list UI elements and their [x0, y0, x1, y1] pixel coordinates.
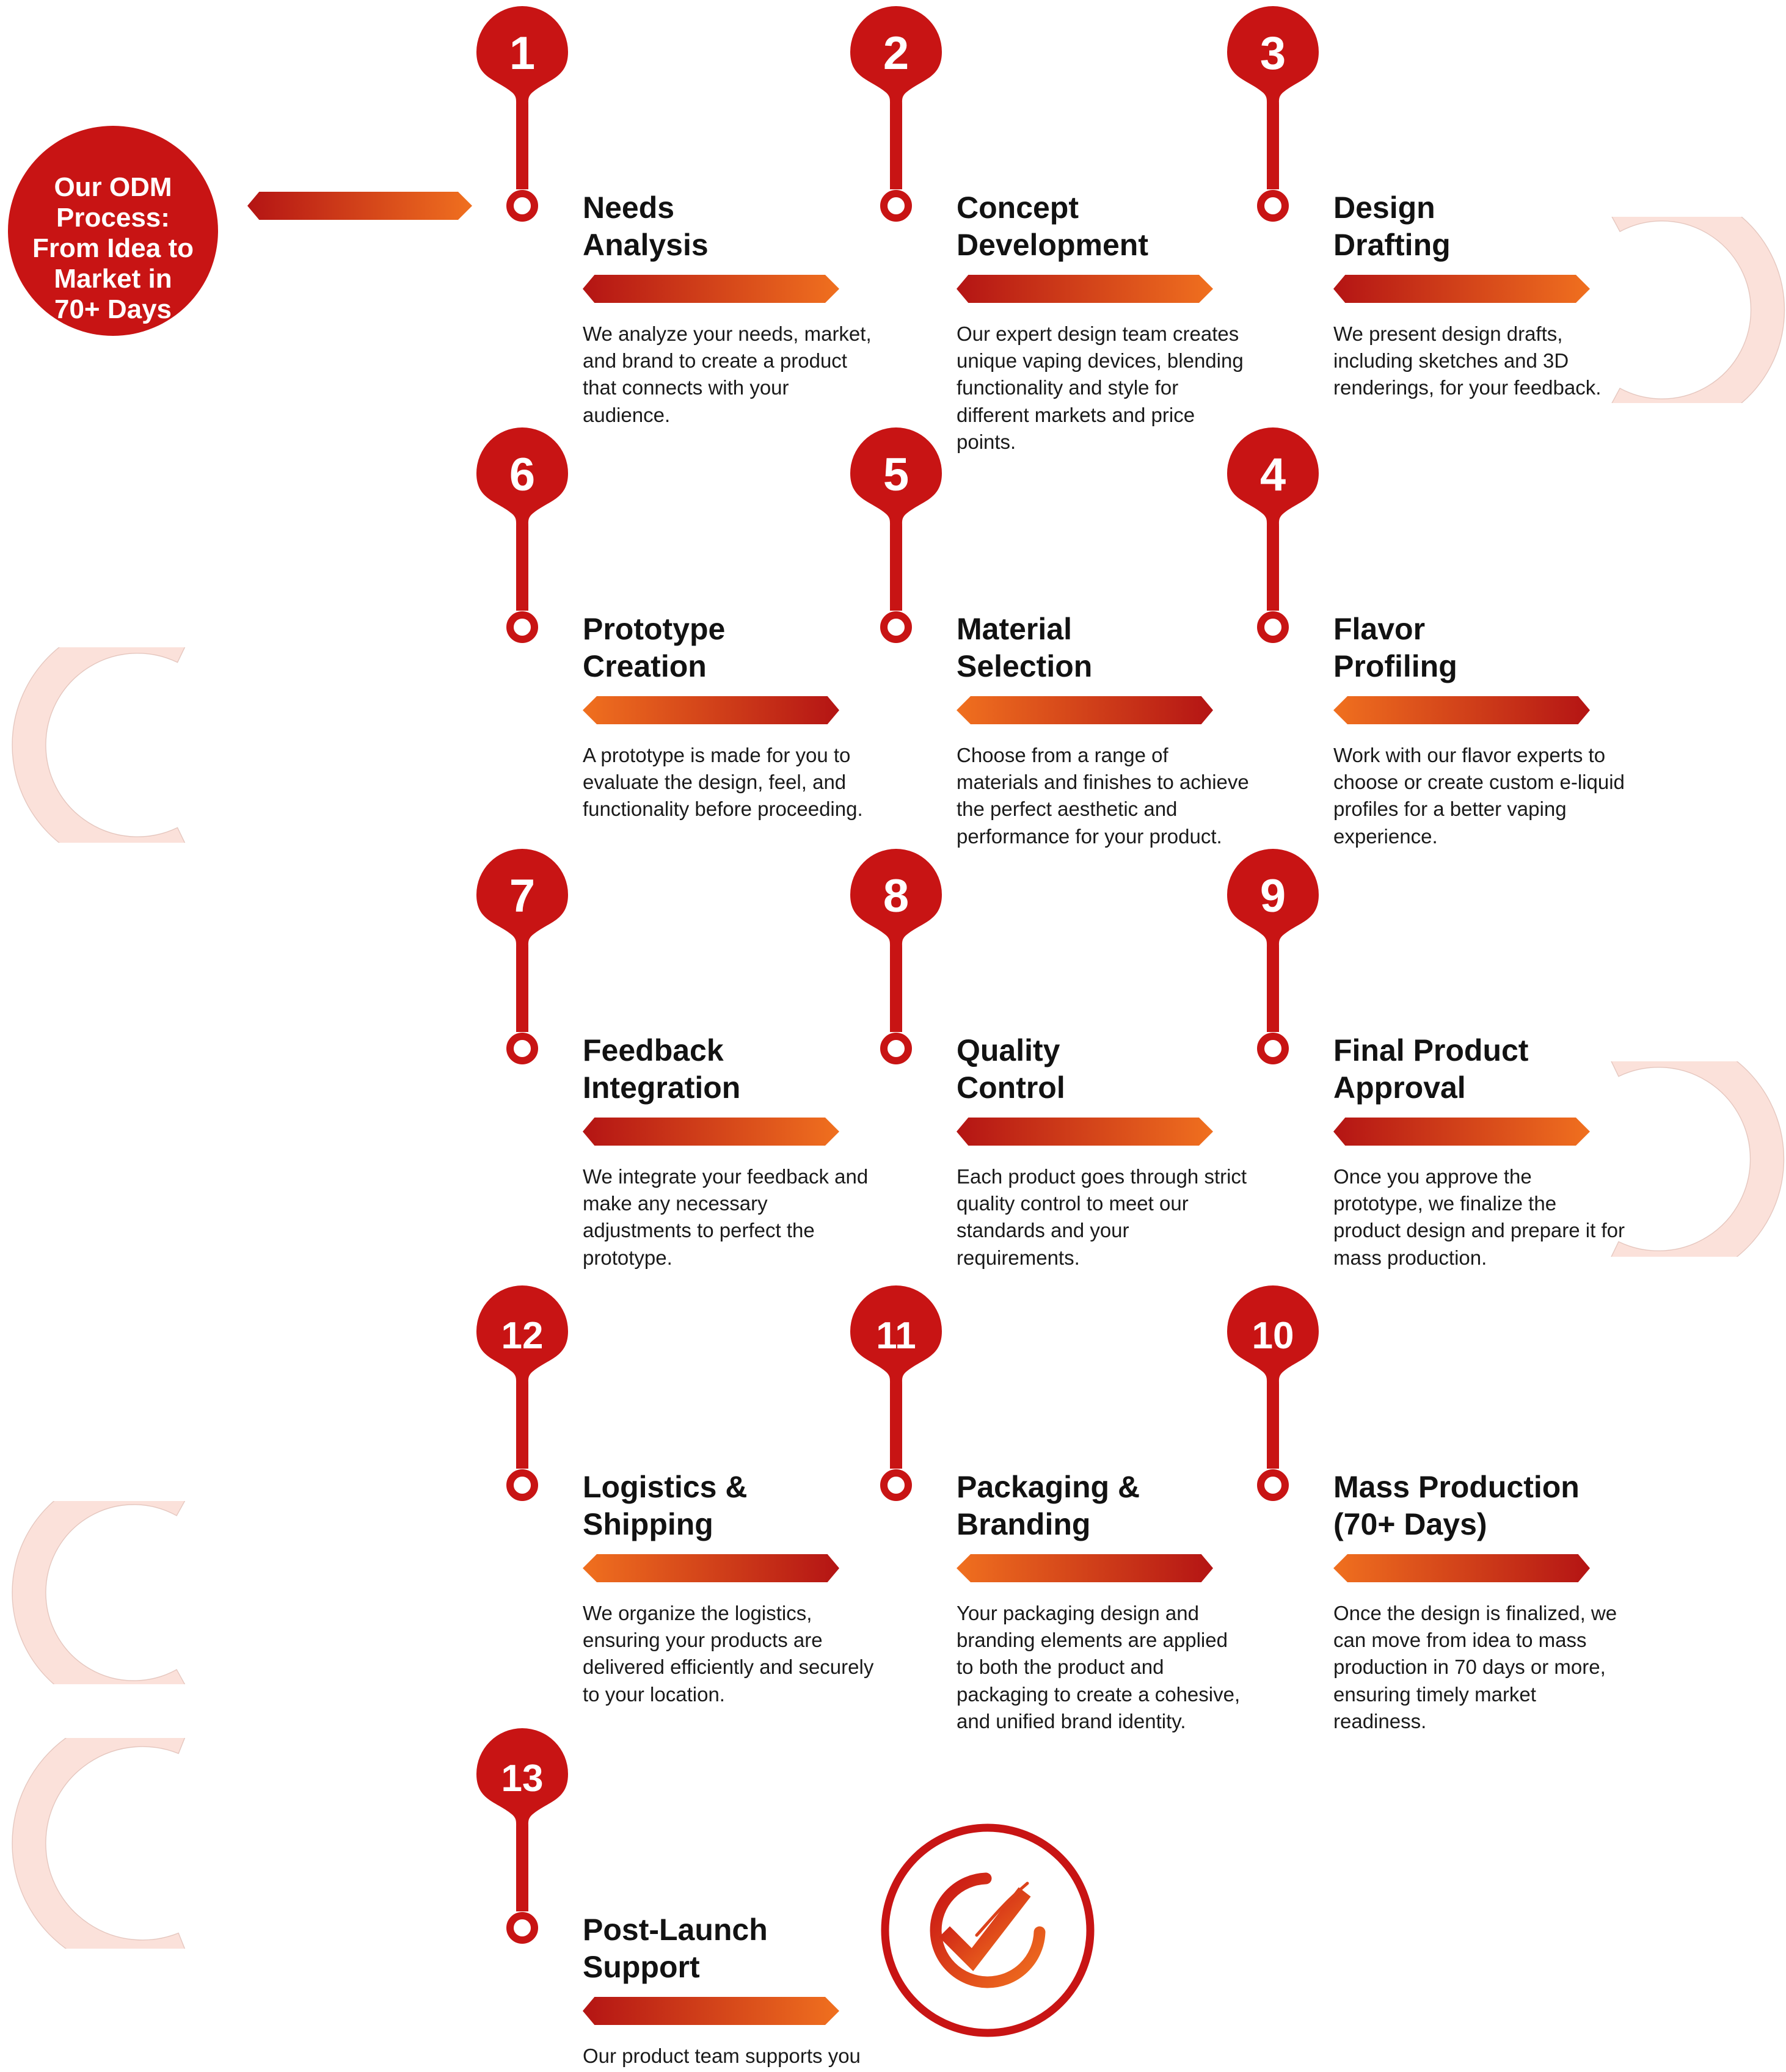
- svg-text:Market in: Market in: [54, 264, 172, 294]
- svg-text:7: 7: [509, 870, 535, 922]
- svg-text:Our ODM: Our ODM: [54, 172, 172, 202]
- svg-text:4: 4: [1260, 449, 1286, 501]
- svg-text:1: 1: [509, 27, 535, 79]
- svg-text:2: 2: [883, 27, 909, 79]
- svg-text:5: 5: [883, 449, 909, 501]
- svg-text:From Idea to: From Idea to: [32, 233, 194, 263]
- svg-text:13: 13: [501, 1758, 544, 1800]
- svg-text:8: 8: [883, 870, 909, 922]
- svg-text:12: 12: [501, 1315, 544, 1357]
- svg-text:Process:: Process:: [56, 203, 170, 233]
- svg-text:3: 3: [1260, 27, 1286, 79]
- svg-text:70+ Days: 70+ Days: [54, 294, 172, 324]
- svg-text:9: 9: [1260, 870, 1286, 922]
- svg-text:11: 11: [876, 1315, 916, 1357]
- svg-text:6: 6: [509, 449, 535, 501]
- svg-text:10: 10: [1252, 1315, 1294, 1357]
